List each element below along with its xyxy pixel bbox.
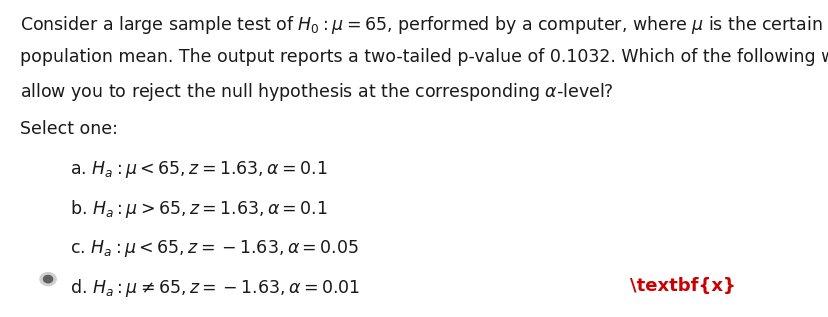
Circle shape bbox=[40, 154, 56, 167]
Circle shape bbox=[40, 193, 56, 206]
Text: d. $H_a : \mu \neq 65, z = -1.63, \alpha = 0.01$: d. $H_a : \mu \neq 65, z = -1.63, \alpha… bbox=[70, 277, 360, 299]
Text: c. $H_a : \mu < 65, z = -1.63, \alpha = 0.05$: c. $H_a : \mu < 65, z = -1.63, \alpha = … bbox=[70, 238, 359, 259]
Circle shape bbox=[44, 275, 52, 283]
Text: Select one:: Select one: bbox=[20, 120, 118, 139]
Circle shape bbox=[40, 233, 56, 246]
Circle shape bbox=[40, 273, 56, 286]
Text: \textbf{x}: \textbf{x} bbox=[629, 277, 735, 295]
Text: a. $H_a : \mu < 65, z = 1.63, \alpha = 0.1$: a. $H_a : \mu < 65, z = 1.63, \alpha = 0… bbox=[70, 158, 328, 179]
Text: b. $H_a : \mu > 65, z = 1.63, \alpha = 0.1$: b. $H_a : \mu > 65, z = 1.63, \alpha = 0… bbox=[70, 198, 328, 220]
Text: Consider a large sample test of $H_0 : \mu = 65$, performed by a computer, where: Consider a large sample test of $H_0 : \… bbox=[20, 14, 821, 36]
Text: population mean. The output reports a two-tailed p-value of 0.1032. Which of the: population mean. The output reports a tw… bbox=[20, 48, 828, 66]
Text: allow you to reject the null hypothesis at the corresponding $\alpha$-level?: allow you to reject the null hypothesis … bbox=[20, 81, 613, 103]
